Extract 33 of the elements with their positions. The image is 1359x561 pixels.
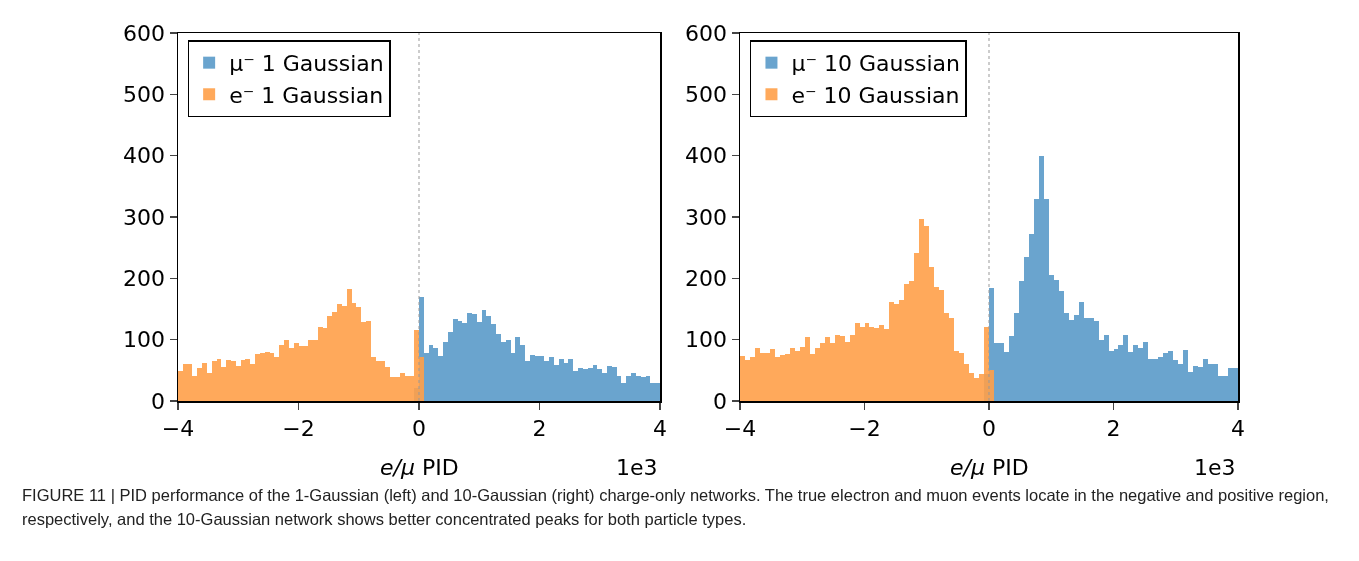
x-tick-label: −4 (723, 415, 757, 441)
y-tick-label: 400 (123, 143, 166, 169)
x-tick-label: 0 (412, 415, 426, 441)
legend-label: e⁻ 10 Gaussian (791, 82, 960, 108)
x-tick-label: −2 (848, 415, 881, 441)
y-tick-label: 600 (685, 20, 728, 46)
y-tick-label: 100 (685, 327, 728, 353)
caption: FIGURE 11 | PID performance of the 1-Gaussian (left) and 10-Gaussian (right) charge-only networks. The true electron and muon events locate in the negative and positive region, respectively, and the 10-Gaussian network shows better concentrated peaks for both particle types. (22, 485, 1330, 530)
y-tick-label: 0 (151, 388, 166, 414)
text: 1e3 (1194, 455, 1236, 480)
legend-label: e⁻ 1 Gaussian (229, 82, 384, 108)
y-tick-label: 400 (685, 143, 728, 169)
y-tick-label: 300 (685, 204, 728, 230)
x-axis-title: e/μ PID (380, 455, 459, 480)
y-tick-label: 600 (123, 20, 166, 46)
x-tick-label: −2 (282, 415, 315, 441)
y-tick-label: 100 (123, 327, 166, 353)
legend-label: μ⁻ 10 Gaussian (791, 51, 960, 77)
y-tick-label: 0 (713, 388, 728, 414)
x-tick-label: 0 (982, 415, 996, 441)
y-tick-label: 200 (123, 266, 166, 292)
x-tick-label: 4 (1231, 415, 1245, 441)
x-tick-label: 4 (653, 415, 667, 441)
y-tick-label: 500 (123, 82, 166, 108)
y-tick-label: 500 (685, 82, 728, 108)
x-tick-label: 2 (1106, 415, 1121, 441)
x-axis-title: e/μ PID (950, 455, 1029, 480)
text: 1e3 (616, 455, 658, 480)
legend-label: μ⁻ 1 Gaussian (229, 51, 384, 77)
x-tick-label: 2 (532, 415, 547, 441)
y-tick-label: 300 (123, 204, 166, 230)
x-tick-label: −4 (161, 415, 195, 441)
y-tick-label: 200 (685, 266, 728, 292)
